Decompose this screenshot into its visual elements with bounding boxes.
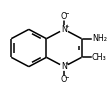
Text: O: O xyxy=(61,75,67,84)
Circle shape xyxy=(60,13,68,20)
Text: CH₃: CH₃ xyxy=(92,53,107,62)
Circle shape xyxy=(60,63,68,70)
Text: +: + xyxy=(64,24,69,29)
Circle shape xyxy=(60,26,68,33)
Text: −: − xyxy=(65,11,69,16)
Text: −: − xyxy=(65,74,69,79)
Text: O: O xyxy=(61,12,67,21)
Text: +: + xyxy=(64,61,69,66)
Text: NH₂: NH₂ xyxy=(92,34,107,43)
Circle shape xyxy=(60,76,68,83)
Text: N: N xyxy=(61,62,67,71)
Text: N: N xyxy=(61,25,67,34)
